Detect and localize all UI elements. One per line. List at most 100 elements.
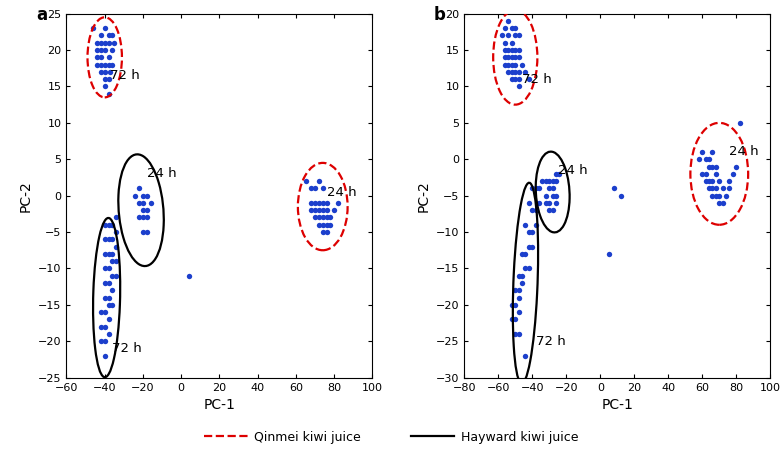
Point [713,192,726,199]
Point [706,185,719,192]
Point [102,294,115,301]
Point [506,54,518,61]
Point [512,32,525,39]
Point [133,199,145,207]
Text: 24 h: 24 h [558,164,587,177]
Point [509,25,522,32]
Point [99,236,111,243]
Point [499,61,511,68]
Point [106,258,119,265]
Point [106,221,119,228]
Point [99,61,111,68]
Point [313,221,325,228]
Point [309,207,321,214]
Point [499,54,511,61]
Point [324,221,336,228]
Point [300,177,312,185]
Point [709,170,722,177]
Text: 24 h: 24 h [327,186,356,198]
Point [102,250,115,258]
Point [696,148,708,156]
Point [99,352,111,359]
Point [328,207,340,214]
Point [95,32,107,39]
Point [106,46,119,54]
Point [129,192,142,199]
Point [499,39,511,46]
Point [95,68,107,76]
Point [506,39,518,46]
Point [522,228,535,236]
Point [540,199,552,207]
Text: b: b [434,6,446,25]
Point [91,54,103,61]
Point [95,39,107,46]
Point [502,61,515,68]
Point [706,177,719,185]
Point [522,243,535,250]
Point [499,46,511,54]
Point [102,32,115,39]
Point [506,76,518,83]
Point [506,61,518,68]
Point [102,39,115,46]
Point [106,250,119,258]
Point [716,199,729,207]
Point [133,185,145,192]
Point [110,272,123,279]
Point [99,76,111,83]
Point [496,32,508,39]
Point [703,185,716,192]
Point [99,221,111,228]
Y-axis label: PC-2: PC-2 [19,180,33,212]
Point [99,68,111,76]
Point [540,192,552,199]
Point [734,119,746,126]
Point [529,207,542,214]
Point [102,236,115,243]
Point [509,287,522,294]
Point [87,25,99,32]
Point [709,185,722,192]
Point [529,185,542,192]
Point [499,25,511,32]
Point [99,308,111,316]
Point [526,228,539,236]
Point [550,177,562,185]
Point [141,214,153,221]
Point [519,68,532,76]
Point [615,192,627,199]
Point [106,301,119,308]
Point [547,207,559,214]
Point [108,39,120,46]
Point [141,228,153,236]
Point [313,214,325,221]
Point [502,32,515,39]
Point [137,199,149,207]
Point [516,279,529,287]
Text: 72 h: 72 h [536,335,565,348]
Point [506,316,518,323]
Text: 24 h: 24 h [730,146,759,158]
Point [91,46,103,54]
Point [540,177,552,185]
Point [522,76,535,83]
Point [509,54,522,61]
Point [102,279,115,287]
Point [509,301,522,308]
Point [512,83,525,90]
Point [703,156,716,163]
Point [519,265,532,272]
Point [305,207,317,214]
Point [553,170,565,177]
Point [317,228,329,236]
Point [99,265,111,272]
Point [512,294,525,301]
Point [102,61,115,68]
Legend: Qinmei kiwi juice, Hayward kiwi juice: Qinmei kiwi juice, Hayward kiwi juice [199,426,583,449]
Point [516,272,529,279]
Point [512,330,525,338]
Point [95,323,107,330]
Point [110,214,123,221]
Point [696,170,708,177]
